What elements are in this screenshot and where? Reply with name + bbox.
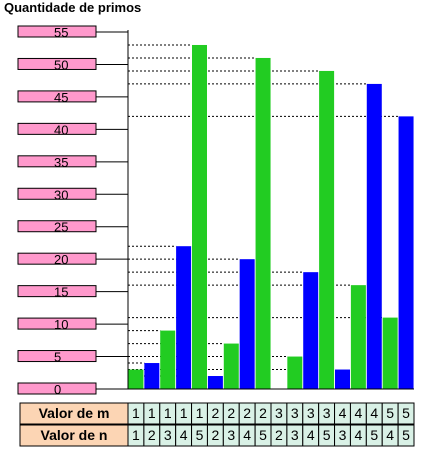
table-cell-value-m: 3 bbox=[323, 405, 331, 421]
table-cell-value-m: 2 bbox=[259, 405, 267, 421]
y-tick-label: 45 bbox=[54, 90, 68, 105]
bar-7 bbox=[223, 343, 239, 389]
y-tick-label: 25 bbox=[54, 220, 68, 235]
bar-2 bbox=[144, 363, 160, 389]
table-cell-value-m: 1 bbox=[164, 405, 172, 421]
y-tick-label: 40 bbox=[54, 122, 68, 137]
table-cell-value-n: 4 bbox=[307, 427, 315, 443]
y-tick-label: 0 bbox=[54, 382, 61, 397]
table-cell-value-n: 2 bbox=[211, 427, 219, 443]
bar-15 bbox=[350, 285, 366, 389]
bar-4 bbox=[176, 246, 192, 389]
table-cell-value-m: 2 bbox=[227, 405, 235, 421]
y-tick-label: 10 bbox=[54, 317, 68, 332]
table-cell-value-n: 4 bbox=[386, 427, 394, 443]
table-cell-value-m: 2 bbox=[243, 405, 251, 421]
bar-3 bbox=[160, 330, 176, 389]
table-cell-n bbox=[397, 424, 415, 447]
table-cell-value-m: 4 bbox=[339, 405, 347, 421]
bar-14 bbox=[335, 369, 350, 389]
y-tick-label: 55 bbox=[54, 25, 68, 40]
table-cell-value-n: 1 bbox=[132, 427, 140, 443]
y-axis: 0 5 10 15 20 25 30 35 40 45 50 55 bbox=[17, 25, 414, 397]
table-cell-value-n: 5 bbox=[323, 427, 331, 443]
bar-11 bbox=[287, 356, 303, 389]
table-cell-value-n: 3 bbox=[339, 427, 347, 443]
y-tick-label: 50 bbox=[54, 57, 68, 72]
y-tick-label: 20 bbox=[54, 252, 68, 267]
bar-1 bbox=[128, 369, 144, 389]
bar-12 bbox=[303, 272, 319, 389]
table-cell-value-n: 4 bbox=[354, 427, 362, 443]
y-tick-label: 5 bbox=[54, 350, 61, 365]
table-cell-value-m: 3 bbox=[307, 405, 315, 421]
table-cell-value-n: 3 bbox=[291, 427, 299, 443]
y-tick-label: 15 bbox=[54, 285, 68, 300]
table-cell-m bbox=[397, 402, 415, 425]
y-tick-label: 35 bbox=[54, 155, 68, 170]
table-cell-value-m: 1 bbox=[196, 405, 204, 421]
table-cell-value-m: 5 bbox=[386, 405, 394, 421]
table-cell-value-m: 4 bbox=[370, 405, 378, 421]
table-cell-value-n: 2 bbox=[148, 427, 156, 443]
bar-18 bbox=[398, 116, 414, 389]
table-cell-value-m: 3 bbox=[275, 405, 283, 421]
bar-9 bbox=[255, 57, 271, 390]
table-cell-value-n: 2 bbox=[275, 427, 283, 443]
table-cell-value-n: 5 bbox=[402, 427, 410, 443]
bar-5 bbox=[192, 44, 207, 390]
table-cell-value-m: 1 bbox=[148, 405, 156, 421]
bar-6 bbox=[207, 376, 223, 389]
bars-group bbox=[128, 44, 414, 390]
bar-16 bbox=[366, 83, 382, 389]
table-cell-value-m: 3 bbox=[291, 405, 299, 421]
table-cell-value-m: 1 bbox=[180, 405, 188, 421]
y-tick-label: 30 bbox=[54, 187, 68, 202]
table-cell-value-m: 1 bbox=[132, 405, 140, 421]
bar-13 bbox=[319, 70, 335, 389]
table-cell-value-m: 5 bbox=[402, 405, 410, 421]
bar-17 bbox=[382, 317, 398, 389]
table-cell-value-n: 4 bbox=[180, 427, 188, 443]
row-header-label-n: Valor de n bbox=[41, 427, 108, 443]
row-header-label-m: Valor de m bbox=[39, 405, 110, 421]
bar-8 bbox=[239, 259, 255, 389]
table-cell-value-n: 5 bbox=[259, 427, 267, 443]
table-cell-value-n: 4 bbox=[243, 427, 251, 443]
table-cell-value-n: 3 bbox=[164, 427, 172, 443]
table-cell-value-n: 5 bbox=[196, 427, 204, 443]
table-cell-value-m: 2 bbox=[211, 405, 219, 421]
table-cell-value-m: 4 bbox=[354, 405, 362, 421]
table-cell-value-n: 3 bbox=[227, 427, 235, 443]
chart-title: Quantidade de primos bbox=[4, 0, 142, 15]
table-cell-value-n: 5 bbox=[370, 427, 378, 443]
